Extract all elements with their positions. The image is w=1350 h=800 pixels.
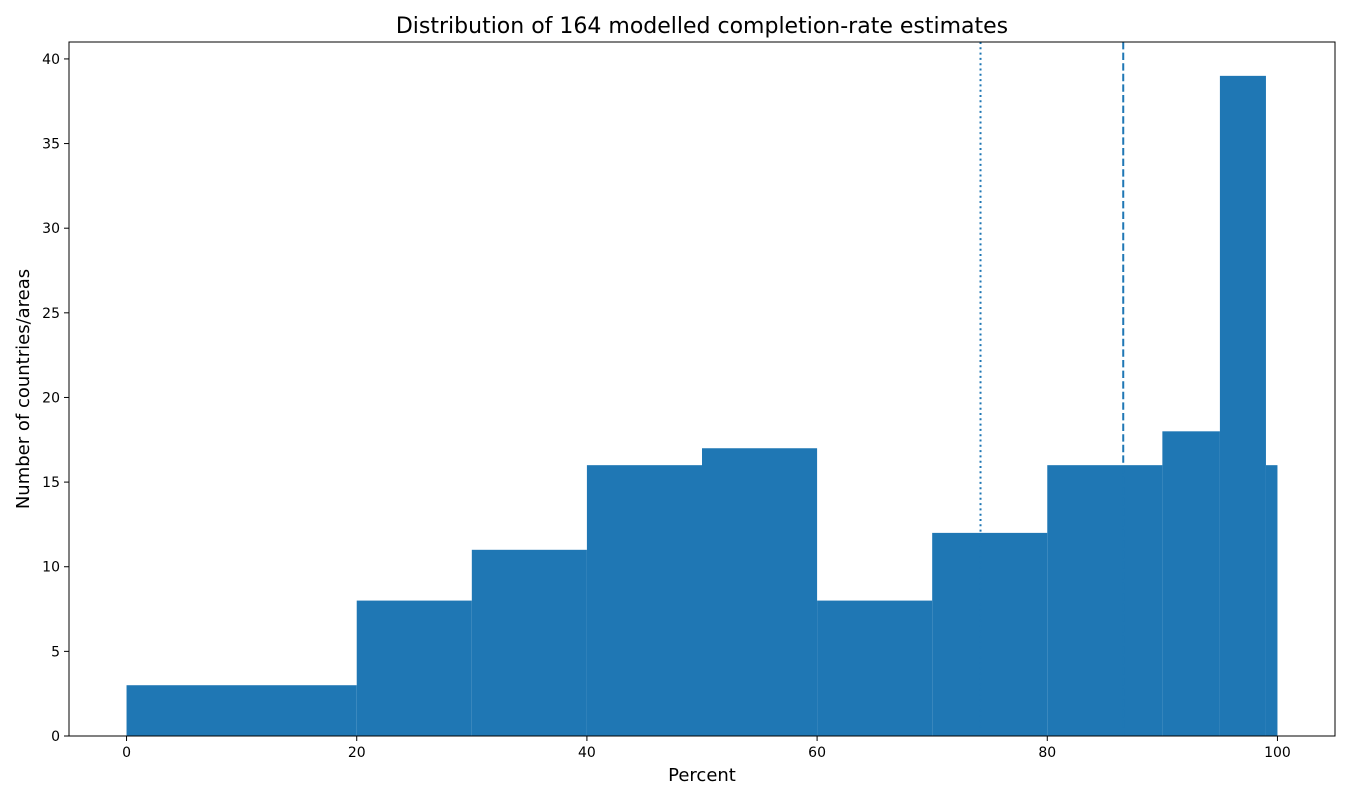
x-tick-label: 20 bbox=[348, 745, 366, 761]
y-tick-label: 30 bbox=[42, 221, 60, 237]
bars-group bbox=[126, 75, 1278, 737]
y-axis-label: Number of countries/areas bbox=[13, 269, 34, 509]
histogram-bar-8 bbox=[1162, 431, 1220, 736]
y-tick-label: 5 bbox=[51, 644, 60, 660]
x-tick-label: 60 bbox=[808, 745, 826, 761]
chart-title: Distribution of 164 modelled completion-… bbox=[396, 14, 1008, 39]
histogram-bar-10 bbox=[1265, 465, 1278, 736]
histogram-bar-9 bbox=[1219, 75, 1266, 737]
x-tick-label: 40 bbox=[578, 745, 596, 761]
x-tick-label: 0 bbox=[122, 745, 131, 761]
y-tick-label: 15 bbox=[42, 475, 60, 491]
y-tick-label: 40 bbox=[42, 52, 60, 68]
histogram-bar-1 bbox=[356, 600, 472, 736]
histogram-bar-2 bbox=[471, 549, 587, 736]
y-axis-ticks: 0 5 10 15 20 25 30 35 40 bbox=[42, 52, 69, 745]
plot-frame bbox=[68, 41, 1336, 737]
x-tick-label: 100 bbox=[1264, 745, 1291, 761]
x-axis-ticks: 0 20 40 60 80 100 bbox=[122, 736, 1291, 761]
y-tick-label: 25 bbox=[42, 306, 60, 322]
y-tick-label: 0 bbox=[51, 729, 60, 745]
histogram-bar-6 bbox=[932, 532, 1048, 736]
histogram-bar-7 bbox=[1047, 465, 1163, 736]
histogram-bar-4 bbox=[702, 448, 818, 736]
y-tick-label: 20 bbox=[42, 390, 60, 406]
histogram-bar-3 bbox=[586, 465, 702, 736]
y-tick-label: 35 bbox=[42, 137, 60, 153]
histogram-bar-5 bbox=[817, 600, 933, 736]
y-tick-label: 10 bbox=[42, 560, 60, 576]
x-tick-label: 80 bbox=[1038, 745, 1056, 761]
histogram-bar-0 bbox=[126, 685, 357, 736]
reference-lines-group bbox=[979, 42, 1125, 736]
x-axis-label: Percent bbox=[668, 765, 736, 786]
